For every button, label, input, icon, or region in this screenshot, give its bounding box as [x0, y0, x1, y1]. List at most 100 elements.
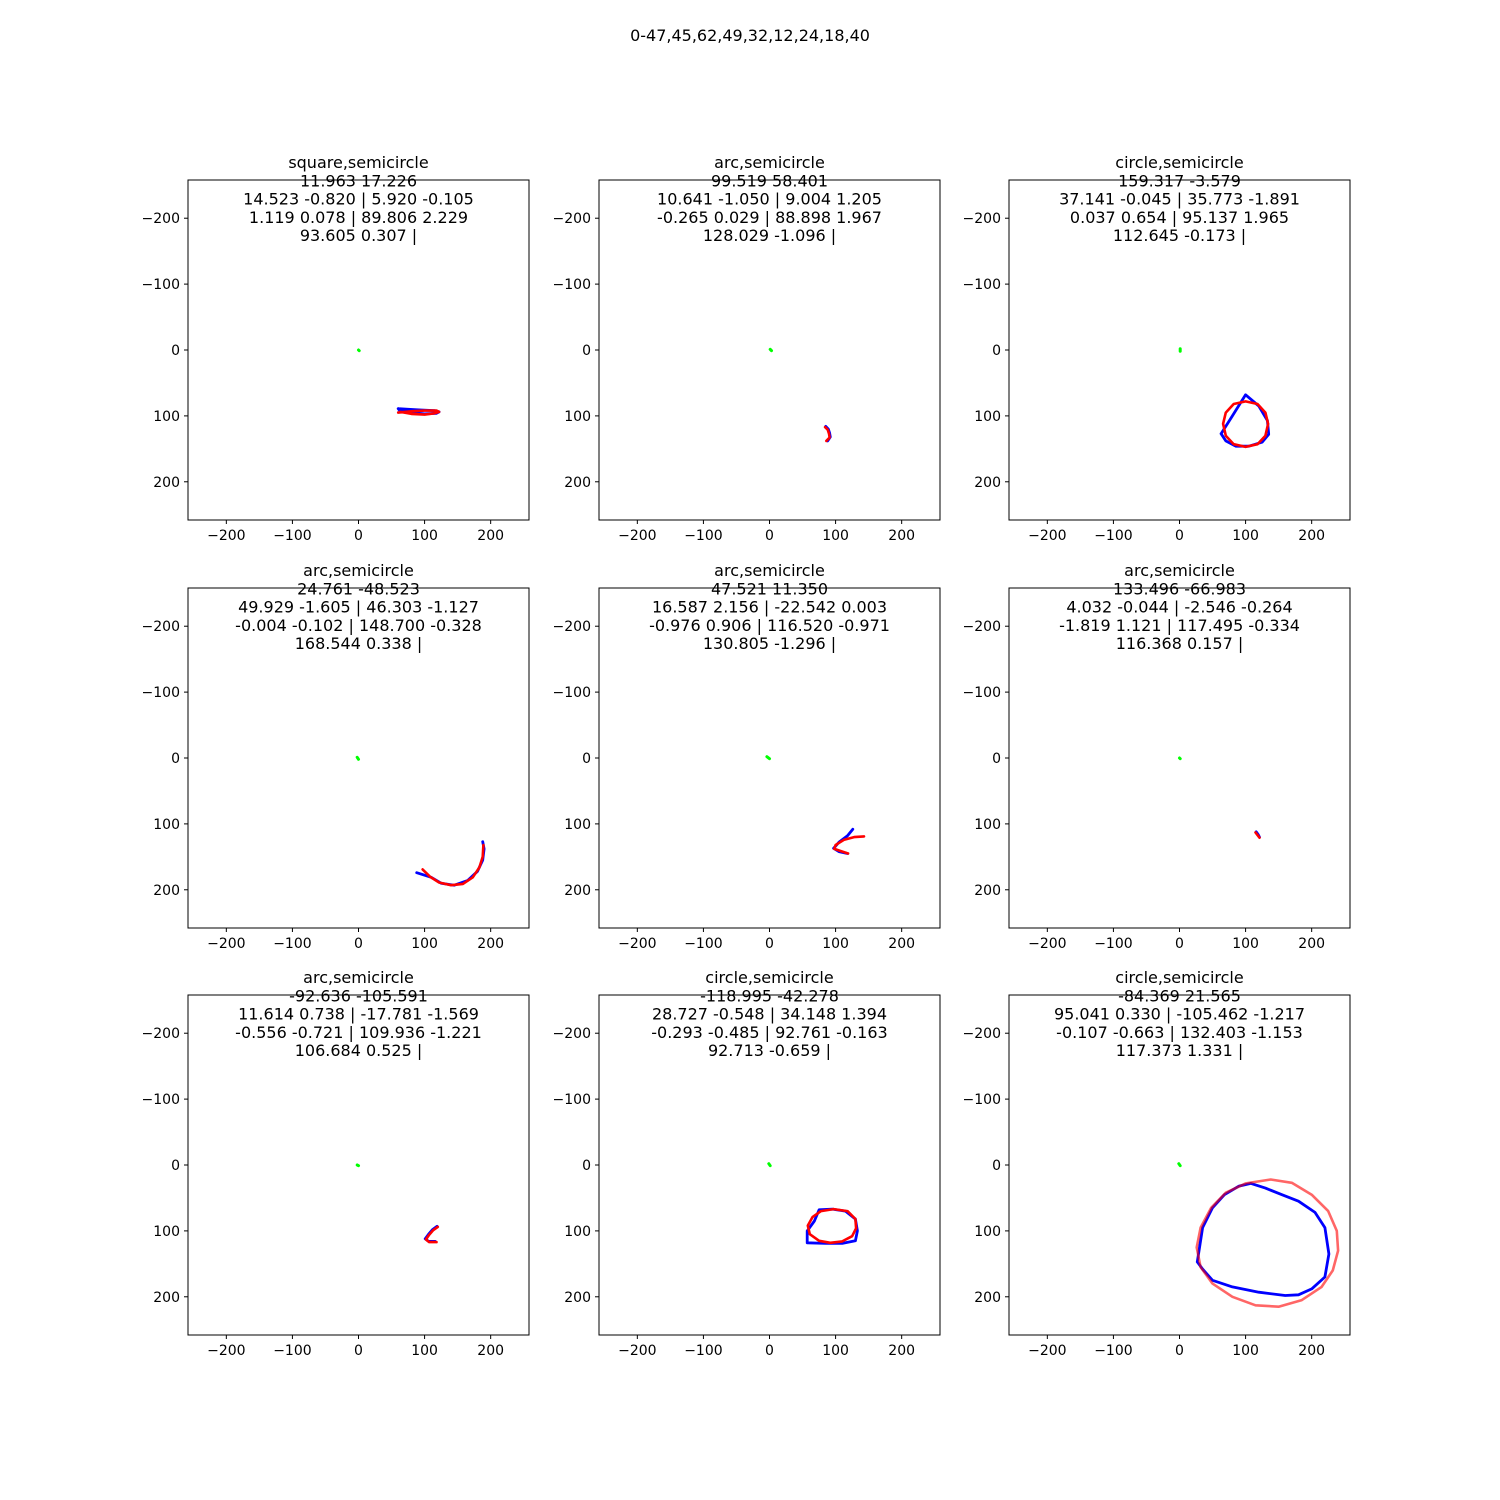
subplot-title-line: 128.029 -1.096 | — [703, 226, 836, 245]
subplot-title-line: -118.995 -42.278 — [700, 986, 839, 1005]
x-tick-label: −100 — [273, 936, 311, 952]
y-tick-label: 0 — [582, 343, 591, 359]
subplot-3: −200 −100 0 100 200 −200 −100 0 100 200 circle,sem… — [963, 153, 1351, 544]
subplot-title-line: 93.605 0.307 | — [300, 226, 417, 245]
subplot-title-line: -0.107 -0.663 | 132.403 -1.153 — [1056, 1023, 1303, 1042]
y-tick-label: 0 — [992, 751, 1001, 767]
series-line-2 — [823, 425, 831, 443]
y-tick-label: 100 — [564, 409, 591, 425]
subplot-title-line: 49.929 -1.605 | 46.303 -1.127 — [238, 598, 479, 617]
subplot-title-line: arc,semicircle — [303, 968, 414, 987]
y-tick-label: −200 — [142, 211, 180, 227]
y-tick-label: 200 — [153, 883, 180, 899]
series-line-3 — [355, 1163, 360, 1168]
subplot-8: −200 −100 0 100 200 −200 −100 0 100 200 circle,sem… — [553, 968, 941, 1359]
x-tick-label: 100 — [1232, 936, 1259, 952]
y-tick-label: 100 — [153, 1224, 180, 1240]
subplot-title-line: 11.963 17.226 — [300, 171, 417, 190]
x-tick-label: −100 — [684, 1343, 722, 1359]
x-tick-label: −100 — [1094, 528, 1132, 544]
y-tick-label: −100 — [553, 685, 591, 701]
x-tick-label: −100 — [273, 528, 311, 544]
y-tick-label: 100 — [153, 409, 180, 425]
y-tick-label: 0 — [582, 1158, 591, 1174]
y-tick-label: −200 — [553, 619, 591, 635]
subplot-title-line: 112.645 -0.173 | — [1113, 226, 1246, 245]
subplot-title-line: arc,semicircle — [303, 561, 414, 580]
subplot-title-line: 10.641 -1.050 | 9.004 1.205 — [657, 190, 882, 209]
x-tick-label: 200 — [477, 528, 504, 544]
series-line-2 — [421, 843, 485, 887]
x-tick-label: 200 — [1298, 528, 1325, 544]
series-line-3 — [765, 755, 771, 761]
subplot-title-line: -0.556 -0.721 | 109.936 -1.221 — [235, 1023, 482, 1042]
y-tick-label: −100 — [142, 277, 180, 293]
y-tick-label: 100 — [974, 817, 1001, 833]
subplot-title-line: 14.523 -0.820 | 5.920 -0.105 — [243, 190, 474, 209]
x-tick-label: 0 — [765, 1343, 774, 1359]
x-tick-label: −200 — [207, 936, 245, 952]
y-tick-label: 0 — [992, 1158, 1001, 1174]
x-tick-label: −100 — [273, 1343, 311, 1359]
subplot-6: −200 −100 0 100 200 −200 −100 0 100 200 arc,semici… — [963, 561, 1351, 952]
y-tick-label: 100 — [564, 817, 591, 833]
subplot-title-line: -0.265 0.029 | 88.898 1.967 — [657, 208, 882, 227]
subplot-title-line: 116.368 0.157 | — [1116, 634, 1244, 653]
x-tick-label: 100 — [822, 528, 849, 544]
y-tick-label: −100 — [142, 1092, 180, 1108]
subplot-title-line: 47.521 11.350 — [711, 579, 828, 598]
series-line-3 — [1178, 756, 1182, 761]
y-tick-label: 100 — [564, 1224, 591, 1240]
y-tick-label: −200 — [142, 1026, 180, 1042]
subplot-title-line: 1.119 0.078 | 89.806 2.229 — [249, 208, 468, 227]
x-tick-label: 200 — [477, 1343, 504, 1359]
x-tick-label: −200 — [1028, 1343, 1066, 1359]
subplot-title-line: 37.141 -0.045 | 35.773 -1.891 — [1059, 190, 1300, 209]
x-tick-label: 0 — [1175, 528, 1184, 544]
y-tick-label: −100 — [553, 1092, 591, 1108]
y-tick-label: 100 — [974, 1224, 1001, 1240]
subplot-9: −200 −100 0 100 200 −200 −100 0 100 200 circle,sem… — [963, 968, 1351, 1359]
x-tick-label: 0 — [354, 1343, 363, 1359]
y-tick-label: 200 — [564, 475, 591, 491]
series-line-3 — [355, 755, 360, 761]
subplot-title-line: 133.496 -66.983 — [1113, 579, 1246, 598]
subplot-2: −200 −100 0 100 200 −200 −100 0 100 200 arc,semici… — [553, 153, 941, 544]
x-tick-label: 0 — [765, 528, 774, 544]
x-tick-label: 200 — [888, 528, 915, 544]
x-tick-label: 0 — [354, 936, 363, 952]
subplot-title-line: 95.041 0.330 | -105.462 -1.217 — [1054, 1005, 1305, 1024]
subplot-title-line: circle,semicircle — [1115, 968, 1243, 987]
series-line-3 — [357, 348, 361, 353]
subplot-title-line: 130.805 -1.296 | — [703, 634, 836, 653]
y-tick-label: 0 — [992, 343, 1001, 359]
subplot-title-line: 0.037 0.654 | 95.137 1.965 — [1070, 208, 1289, 227]
series-line-2 — [1195, 1178, 1340, 1308]
series-line-2 — [424, 1225, 440, 1244]
y-tick-label: 0 — [171, 1158, 180, 1174]
subplot-5: −200 −100 0 100 200 −200 −100 0 100 200 arc,semici… — [553, 561, 941, 952]
y-tick-label: −100 — [963, 685, 1001, 701]
y-tick-label: 0 — [582, 751, 591, 767]
y-tick-label: 200 — [974, 1290, 1001, 1306]
x-tick-label: −100 — [684, 936, 722, 952]
subplot-title-line: -0.004 -0.102 | 148.700 -0.328 — [235, 616, 482, 635]
y-tick-label: −100 — [963, 277, 1001, 293]
subplot-title-line: 117.373 1.331 | — [1116, 1041, 1244, 1060]
subplot-title-line: -84.369 21.565 — [1118, 986, 1241, 1005]
x-tick-label: 0 — [1175, 1343, 1184, 1359]
x-tick-label: −200 — [207, 1343, 245, 1359]
subplot-title-line: 168.544 0.338 | — [295, 634, 423, 653]
y-tick-label: 100 — [153, 817, 180, 833]
y-tick-label: −200 — [142, 619, 180, 635]
series-line-2 — [396, 409, 441, 416]
x-tick-label: 200 — [888, 936, 915, 952]
y-tick-label: 0 — [171, 751, 180, 767]
x-tick-label: 100 — [822, 936, 849, 952]
subplot-title-line: 28.727 -0.548 | 34.148 1.394 — [652, 1005, 887, 1024]
x-tick-label: 100 — [411, 1343, 438, 1359]
x-tick-label: −100 — [684, 528, 722, 544]
figure-title: 0-47,45,62,49,32,12,24,18,40 — [630, 26, 870, 45]
x-tick-label: 200 — [888, 1343, 915, 1359]
